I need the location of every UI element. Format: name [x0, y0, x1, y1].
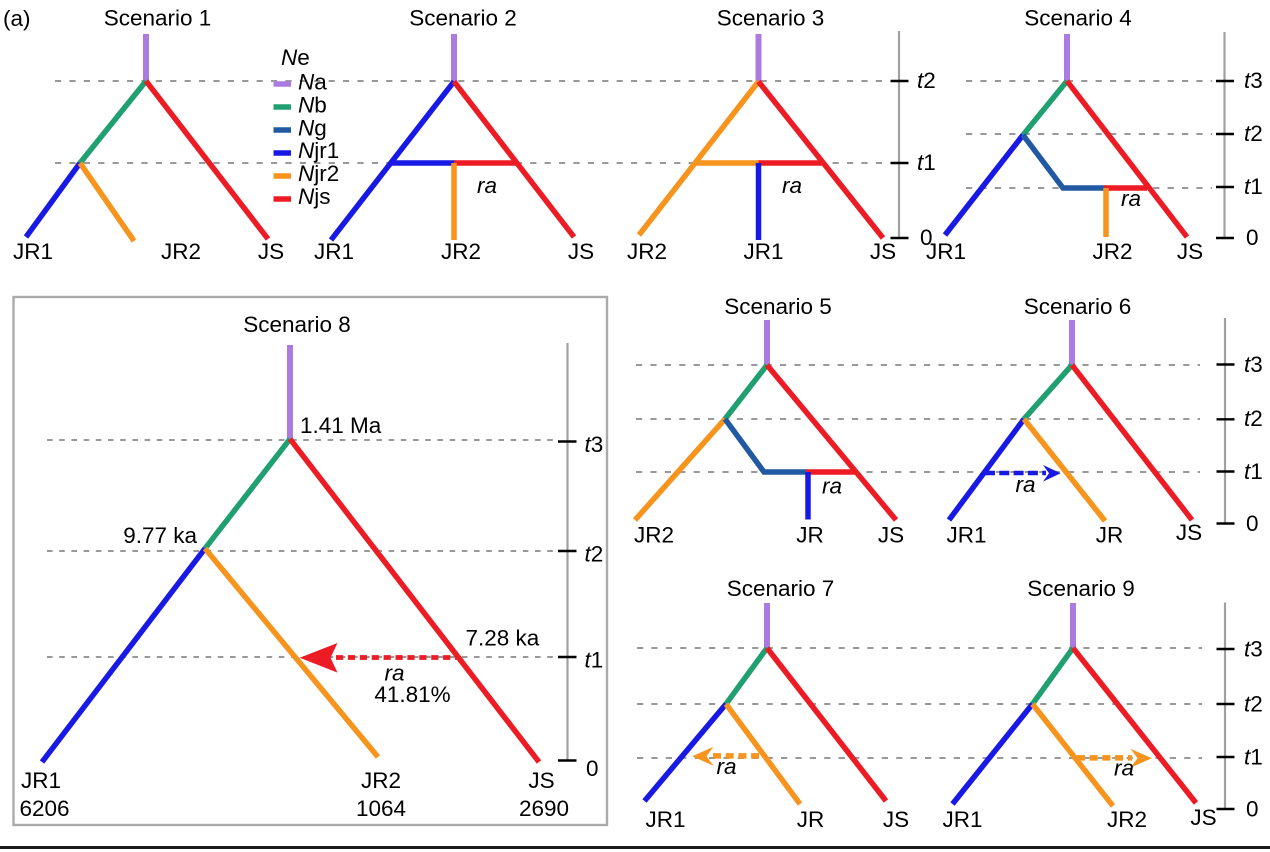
- svg-text:1064: 1064: [356, 796, 406, 821]
- svg-text:t2: t2: [917, 68, 936, 93]
- svg-text:Nb: Nb: [298, 92, 327, 117]
- svg-text:Scenario 6: Scenario 6: [1024, 294, 1132, 319]
- svg-text:ra: ra: [384, 661, 404, 686]
- svg-text:t2: t2: [1244, 692, 1263, 717]
- svg-text:JR2: JR2: [1092, 239, 1132, 264]
- svg-text:JR2: JR2: [627, 239, 667, 264]
- svg-text:t1: t1: [1244, 174, 1263, 199]
- svg-text:JR1: JR1: [743, 239, 783, 264]
- svg-text:JR2: JR2: [1107, 807, 1147, 832]
- svg-text:ra: ra: [822, 474, 842, 499]
- svg-text:Njr1: Njr1: [298, 138, 339, 163]
- svg-text:Na: Na: [298, 70, 327, 95]
- svg-text:t3: t3: [585, 432, 604, 457]
- svg-text:0: 0: [1246, 511, 1259, 536]
- svg-text:0: 0: [920, 225, 933, 250]
- svg-text:JR1: JR1: [926, 239, 966, 264]
- svg-text:JR1: JR1: [946, 523, 986, 548]
- svg-text:t1: t1: [917, 150, 936, 175]
- svg-text:Njs: Njs: [298, 184, 331, 209]
- svg-text:41.81%: 41.81%: [374, 682, 450, 707]
- svg-text:JR2: JR2: [361, 768, 401, 793]
- svg-text:Ne: Ne: [281, 45, 310, 70]
- svg-text:ra: ra: [1121, 186, 1141, 211]
- svg-text:Scenario 1: Scenario 1: [104, 6, 212, 31]
- svg-text:JS: JS: [1176, 520, 1202, 545]
- svg-text:JR2: JR2: [161, 239, 201, 264]
- svg-text:JS: JS: [258, 239, 284, 264]
- svg-text:JS: JS: [528, 768, 554, 793]
- svg-text:Ng: Ng: [298, 115, 327, 140]
- svg-text:(a): (a): [3, 6, 31, 31]
- svg-text:t2: t2: [1244, 406, 1263, 431]
- svg-text:JS: JS: [568, 239, 594, 264]
- svg-text:t1: t1: [1244, 459, 1263, 484]
- svg-text:Njr2: Njr2: [298, 161, 339, 186]
- svg-text:6206: 6206: [19, 796, 69, 821]
- svg-text:t3: t3: [1244, 637, 1263, 662]
- svg-text:JR: JR: [1096, 523, 1124, 548]
- svg-text:Scenario 7: Scenario 7: [727, 576, 835, 601]
- svg-text:JR1: JR1: [21, 768, 61, 793]
- svg-text:JR1: JR1: [13, 239, 53, 264]
- svg-text:7.28 ka: 7.28 ka: [466, 626, 540, 651]
- svg-text:JR: JR: [796, 523, 824, 548]
- svg-text:Scenario 5: Scenario 5: [724, 294, 832, 319]
- svg-text:ra: ra: [1114, 756, 1134, 781]
- svg-text:0: 0: [1246, 225, 1259, 250]
- svg-text:JS: JS: [1190, 805, 1216, 830]
- svg-text:Scenario 9: Scenario 9: [1027, 576, 1135, 601]
- svg-text:t3: t3: [1244, 352, 1263, 377]
- svg-text:JR1: JR1: [645, 807, 685, 832]
- svg-text:ra: ra: [477, 173, 497, 198]
- svg-text:ra: ra: [716, 754, 736, 779]
- svg-text:JS: JS: [1177, 239, 1203, 264]
- svg-text:Scenario 3: Scenario 3: [717, 6, 825, 31]
- svg-text:JS: JS: [870, 239, 896, 264]
- svg-text:Scenario 2: Scenario 2: [409, 6, 517, 31]
- svg-text:t2: t2: [1244, 121, 1263, 146]
- svg-text:t1: t1: [585, 648, 604, 673]
- svg-text:JS: JS: [883, 807, 909, 832]
- svg-text:Scenario 8: Scenario 8: [243, 312, 351, 337]
- svg-text:0: 0: [1246, 797, 1259, 822]
- svg-text:JR2: JR2: [441, 239, 481, 264]
- svg-text:0: 0: [586, 756, 599, 781]
- svg-text:t3: t3: [1244, 68, 1263, 93]
- svg-text:1.41 Ma: 1.41 Ma: [300, 413, 382, 438]
- svg-text:t2: t2: [585, 542, 604, 567]
- svg-text:JR1: JR1: [314, 239, 354, 264]
- svg-text:JR1: JR1: [942, 807, 982, 832]
- svg-text:9.77 ka: 9.77 ka: [123, 523, 197, 548]
- svg-text:JR: JR: [797, 807, 825, 832]
- svg-text:t1: t1: [1244, 745, 1263, 770]
- svg-text:JR2: JR2: [634, 523, 674, 548]
- svg-text:ra: ra: [1015, 472, 1035, 497]
- svg-text:Scenario 4: Scenario 4: [1024, 6, 1132, 31]
- svg-text:ra: ra: [782, 173, 802, 198]
- svg-text:2690: 2690: [519, 796, 569, 821]
- svg-text:JS: JS: [878, 523, 904, 548]
